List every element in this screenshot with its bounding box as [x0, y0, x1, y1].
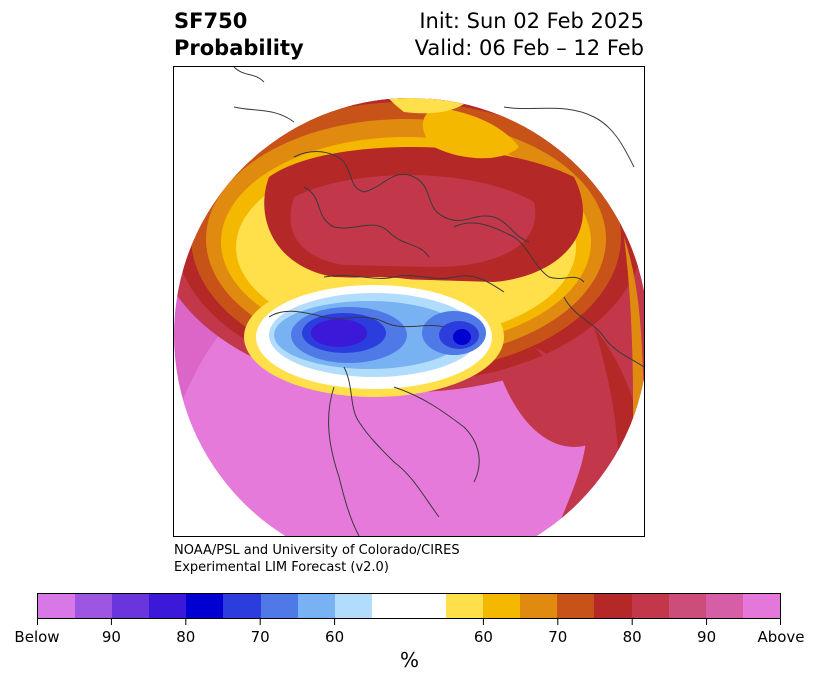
- colorbar-tick-label: 60: [473, 628, 493, 646]
- coastlines: [233, 67, 644, 536]
- colorbar-segment: [38, 594, 76, 618]
- title-probability: Probability: [174, 36, 304, 60]
- polar-map-svg: [174, 67, 644, 536]
- colorbar-segment: [668, 594, 706, 618]
- colorbar-segment: [446, 594, 484, 618]
- colorbar-segment: [594, 594, 632, 618]
- colorbar-tick-label: 70: [250, 628, 270, 646]
- colorbar-tick-label: 60: [325, 628, 345, 646]
- credit-text: NOAA/PSL and University of Colorado/CIRE…: [174, 542, 460, 576]
- colorbar-segment: [297, 594, 335, 618]
- colorbar-segment: [557, 594, 595, 618]
- colorbar-tick-label: 90: [697, 628, 717, 646]
- colorbar-segment: [520, 594, 558, 618]
- title-variable: SF750: [174, 9, 248, 33]
- colorbar-labels: Below 90 80 70 60 60 70 80 90 Above: [0, 628, 819, 648]
- colorbar-segment: [742, 594, 780, 618]
- colorbar-segment: [186, 594, 224, 618]
- colorbar-segment: [631, 594, 669, 618]
- colorbar-segment: [334, 594, 372, 618]
- init-date: Init: Sun 02 Feb 2025: [419, 9, 644, 33]
- colorbar-segment: [483, 594, 521, 618]
- colorbar-segment: [112, 594, 150, 618]
- colorbar-tick-label: 90: [101, 628, 121, 646]
- title-right: Init: Sun 02 Feb 2025 Valid: 06 Feb – 12…: [415, 8, 644, 62]
- credit-line2: Experimental LIM Forecast (v2.0): [174, 560, 389, 575]
- colorbar-unit: %: [399, 648, 419, 672]
- colorbar-segment: [223, 594, 261, 618]
- colorbar-ticks: [37, 619, 781, 625]
- colorbar-tick-label: 70: [548, 628, 568, 646]
- colorbar-tick-label: Above: [757, 628, 805, 646]
- colorbar-segment: [75, 594, 113, 618]
- colorbar-segment: [408, 594, 447, 618]
- colorbar-segment: [705, 594, 743, 618]
- colorbar-tick-label: 80: [622, 628, 642, 646]
- colorbar-tick-label: 80: [176, 628, 196, 646]
- probability-map: [173, 66, 645, 537]
- title-left: SF750 Probability: [174, 8, 304, 62]
- credit-line1: NOAA/PSL and University of Colorado/CIRE…: [174, 543, 460, 558]
- colorbar-segment: [371, 594, 409, 618]
- probability-field: [174, 98, 644, 536]
- colorbar-segment: [260, 594, 298, 618]
- colorbar-segment: [149, 594, 187, 618]
- valid-range: Valid: 06 Feb – 12 Feb: [414, 36, 644, 60]
- colorbar-tick-label: Below: [14, 628, 60, 646]
- colorbar: [37, 593, 781, 619]
